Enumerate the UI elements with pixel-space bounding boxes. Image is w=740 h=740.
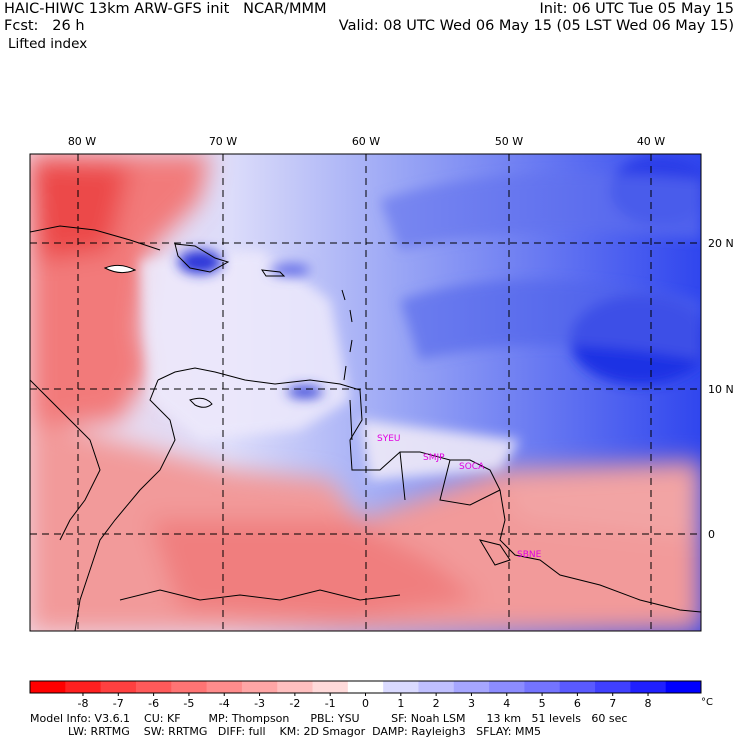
model-info-line1: Model Info: V3.6.1 CU: KF MP: Thompson P… — [30, 712, 628, 725]
colorbar-tick-label: -1 — [325, 697, 336, 710]
colorbar-swatch — [171, 681, 208, 693]
colorbar-tick-label: -2 — [289, 697, 300, 710]
lon-label: 80 W — [68, 135, 96, 148]
station-labels: SYEU SMJP SOCA SBNE — [377, 434, 542, 560]
graticule — [30, 154, 701, 631]
station-syeu: SYEU — [377, 434, 400, 444]
colorbar-swatch — [241, 681, 278, 693]
colorbar-swatch — [559, 681, 596, 693]
colorbar-swatch — [30, 681, 66, 693]
colorbar-tick-label: -4 — [219, 697, 230, 710]
colorbar-tick-labels: -8 -7 -6 -5 -4 -3 -2 -1 0 1 2 3 4 5 6 7 8 — [77, 693, 652, 710]
colorbar-tick-label: 2 — [433, 697, 440, 710]
cold-regions — [178, 155, 701, 398]
colorbar-swatch — [418, 681, 455, 693]
colorbar-tick-label: 4 — [503, 697, 510, 710]
colorbar — [29, 680, 702, 694]
model-info-line2: LW: RRTMG SW: RRTMG DIFF: full KM: 2D Sm… — [68, 725, 541, 738]
colorbar-tick-label: 5 — [539, 697, 546, 710]
field-name: Lifted index — [8, 36, 88, 52]
lat-label: 0 — [708, 528, 715, 541]
colorbar-tick-label: -7 — [113, 697, 124, 710]
colorbar-swatch — [489, 681, 525, 693]
colorbar-swatch — [277, 681, 314, 693]
colorbar-tick-label: -5 — [183, 697, 194, 710]
colorbar-tick-label: -6 — [148, 697, 159, 710]
colorbar-swatch — [453, 681, 490, 693]
lat-label: 20 N — [708, 237, 734, 250]
colorbar-swatch — [312, 681, 349, 693]
forecast-hour: Fcst: 26 h — [4, 18, 85, 34]
colorbar-unit: °C — [701, 697, 713, 708]
init-time: Init: 06 UTC Tue 05 May 15 — [539, 1, 734, 17]
colorbar-tick-label: -3 — [254, 697, 265, 710]
model-title: HAIC-HIWC 13km ARW-GFS init NCAR/MMM — [4, 1, 327, 17]
colorbar-tick-label: 1 — [397, 697, 404, 710]
station-soca: SOCA — [459, 462, 485, 472]
colorbar-tick-label: -8 — [77, 697, 88, 710]
colorbar-swatch — [524, 681, 561, 693]
coastlines — [30, 225, 701, 631]
lon-label: 50 W — [495, 135, 523, 148]
map-plot-area — [30, 154, 701, 631]
colorbar-tick-label: 6 — [574, 697, 581, 710]
map-frame — [29, 153, 702, 632]
colorbar-swatch — [100, 681, 137, 693]
station-smjp: SMJP — [423, 453, 445, 463]
lon-label: 40 W — [637, 135, 665, 148]
station-sbne: SBNE — [517, 550, 542, 560]
colorbar-tick-label: 7 — [609, 697, 616, 710]
colorbar-swatch — [665, 681, 702, 693]
colorbar-swatch — [383, 681, 419, 693]
lon-label: 70 W — [209, 135, 237, 148]
valid-time: Valid: 08 UTC Wed 06 May 15 (05 LST Wed … — [338, 18, 734, 34]
lat-label: 10 N — [708, 383, 734, 396]
colorbar-swatch — [206, 681, 243, 693]
lat-labels: 20 N 10 N 0 — [708, 237, 734, 541]
colorbar-swatch — [65, 681, 102, 693]
colorbar-swatch — [595, 681, 631, 693]
colorbar-swatch — [630, 681, 667, 693]
lon-label: 60 W — [352, 135, 380, 148]
lon-labels: 80 W 70 W 60 W 50 W 40 W — [68, 135, 665, 148]
colorbar-tick-label: 0 — [362, 697, 369, 710]
colorbar-tick-label: 8 — [645, 697, 652, 710]
colorbar-swatch — [347, 681, 384, 693]
colorbar-swatch — [135, 681, 172, 693]
colorbar-tick-label: 3 — [468, 697, 475, 710]
